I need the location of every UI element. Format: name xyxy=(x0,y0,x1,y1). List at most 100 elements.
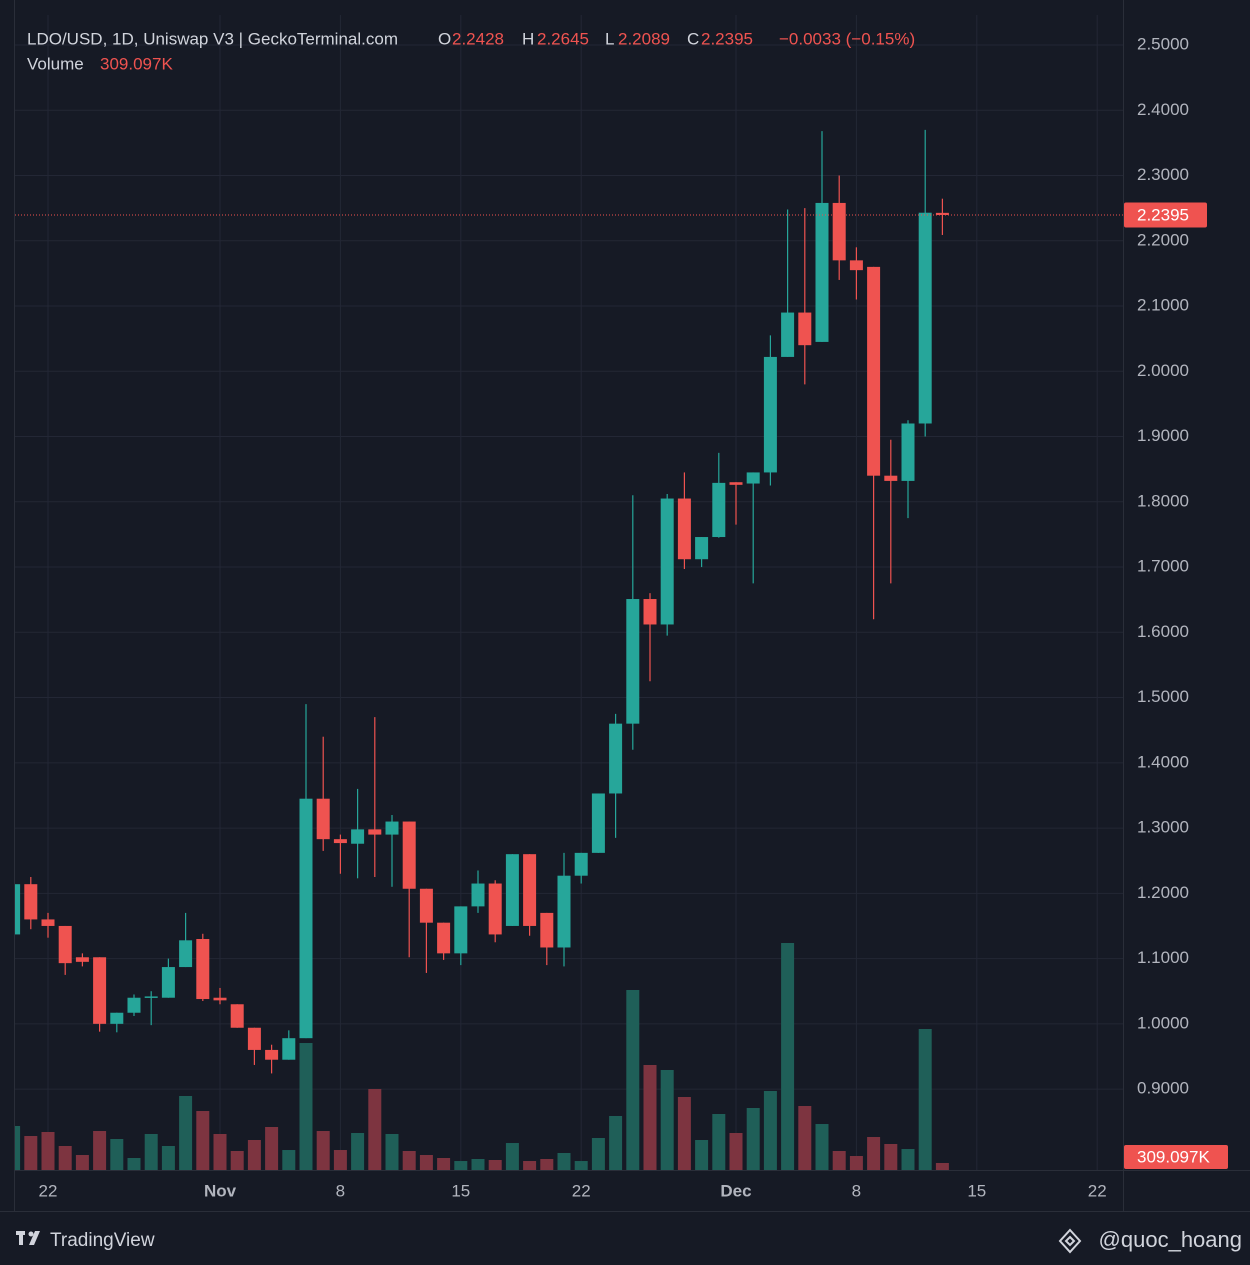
volume-bar xyxy=(918,1028,932,1170)
candle-body xyxy=(849,260,863,271)
candle-body xyxy=(161,967,175,998)
candle-body xyxy=(110,1012,124,1024)
candle-body xyxy=(815,202,829,342)
low-value: 2.2089 xyxy=(618,29,670,48)
volume-bar xyxy=(144,1133,158,1170)
y-tick-label: 0.9000 xyxy=(1137,1079,1189,1098)
x-tick-label: 22 xyxy=(1088,1181,1107,1200)
candle-body xyxy=(58,925,72,964)
close-label: C xyxy=(687,29,699,48)
candle-body xyxy=(247,1027,261,1050)
candle-body xyxy=(763,356,777,473)
volume-bar xyxy=(419,1155,433,1170)
volume-bar xyxy=(454,1161,468,1170)
x-tick-label: 8 xyxy=(336,1181,345,1200)
volume-bar xyxy=(695,1139,709,1170)
axes: 0.9000 1.0000 1.1000 1.2000 1.3000 1.4000 1.50… xyxy=(39,35,1189,1201)
candle-body xyxy=(540,912,554,948)
volume-bar xyxy=(93,1131,107,1170)
volume-bar xyxy=(488,1159,502,1170)
candle-body xyxy=(196,939,210,1000)
volume-bar xyxy=(299,1043,313,1170)
volume-bar xyxy=(781,943,795,1170)
candle-body xyxy=(488,883,502,935)
candle-body xyxy=(574,852,588,876)
credit-icon xyxy=(1058,1228,1082,1254)
open-label: O xyxy=(438,29,451,48)
x-tick-label: 22 xyxy=(39,1181,58,1200)
volume-bar xyxy=(746,1107,760,1170)
volume-bar xyxy=(351,1132,365,1170)
volume-bar xyxy=(763,1090,777,1170)
volume-bar xyxy=(677,1096,691,1170)
y-tick-label: 1.6000 xyxy=(1137,622,1189,641)
candle-body xyxy=(213,997,227,1001)
candle-body xyxy=(729,482,743,485)
volume-bar xyxy=(58,1145,72,1170)
candle-body xyxy=(832,202,846,261)
volume-bar xyxy=(557,1152,571,1170)
volume-bar xyxy=(333,1150,347,1170)
candle-body xyxy=(935,212,949,216)
high-label: H xyxy=(522,29,534,48)
volume-bar xyxy=(815,1124,829,1170)
x-tick-label: 15 xyxy=(451,1181,470,1200)
volume-bar xyxy=(196,1111,210,1170)
candle-body xyxy=(402,821,416,889)
volume-bar xyxy=(660,1069,674,1170)
volume-bar xyxy=(609,1115,623,1170)
candle-body xyxy=(24,884,38,920)
volume-bar xyxy=(127,1157,141,1170)
last-price-label: 2.2395 xyxy=(1137,205,1189,224)
candle-body xyxy=(385,821,399,835)
candle-body xyxy=(884,475,898,481)
y-tick-label: 1.1000 xyxy=(1137,948,1189,967)
y-tick-label: 1.9000 xyxy=(1137,426,1189,445)
open-value: 2.2428 xyxy=(452,29,504,48)
candle-body xyxy=(75,957,89,962)
volume-bar xyxy=(574,1161,588,1170)
volume-bar xyxy=(884,1144,898,1170)
x-tick-label: 8 xyxy=(852,1181,861,1200)
volume-bar xyxy=(265,1126,279,1170)
change-value: −0.0033 (−0.15%) xyxy=(779,29,915,48)
tradingview-logo xyxy=(16,1231,40,1245)
candle-body xyxy=(41,919,55,926)
candle-body xyxy=(643,599,657,625)
volume-bar xyxy=(161,1145,175,1170)
y-tick-label: 2.4000 xyxy=(1137,100,1189,119)
candle-body xyxy=(626,599,640,724)
y-tick-label: 1.8000 xyxy=(1137,491,1189,510)
volume-bar xyxy=(213,1133,227,1170)
candle-body xyxy=(299,798,313,1039)
volume-bar xyxy=(901,1149,915,1170)
y-tick-label: 1.3000 xyxy=(1137,818,1189,837)
candle-body xyxy=(144,996,158,998)
high-value: 2.2645 xyxy=(537,29,589,48)
volume-bar xyxy=(385,1133,399,1170)
volume-value: 309.097K xyxy=(100,54,173,73)
volume-bar xyxy=(316,1131,330,1170)
volume-bar xyxy=(179,1095,193,1170)
x-tick-label: 15 xyxy=(967,1181,986,1200)
candle-body xyxy=(781,312,795,357)
y-tick-label: 1.7000 xyxy=(1137,557,1189,576)
candle-body xyxy=(901,423,915,481)
volume-bar xyxy=(282,1150,296,1170)
candle-body xyxy=(15,884,21,935)
y-tick-label: 1.0000 xyxy=(1137,1013,1189,1032)
chart-title: LDO/USD, 1D, Uniswap V3 | GeckoTerminal.… xyxy=(27,29,398,48)
y-tick-label: 1.4000 xyxy=(1137,752,1189,771)
volume-badge-label: 309.097K xyxy=(1137,1147,1210,1166)
candle-body xyxy=(609,723,623,794)
volume-bar xyxy=(712,1113,726,1170)
volume-bar xyxy=(626,989,640,1170)
candle-body xyxy=(660,498,674,625)
volume-name: Volume xyxy=(27,54,84,73)
brand: TradingView xyxy=(50,1230,155,1251)
volume-bar xyxy=(643,1064,657,1170)
candle-body xyxy=(333,839,347,844)
volume-bar xyxy=(540,1158,554,1170)
x-tick-label: Nov xyxy=(204,1181,237,1200)
candle-body xyxy=(368,829,382,835)
